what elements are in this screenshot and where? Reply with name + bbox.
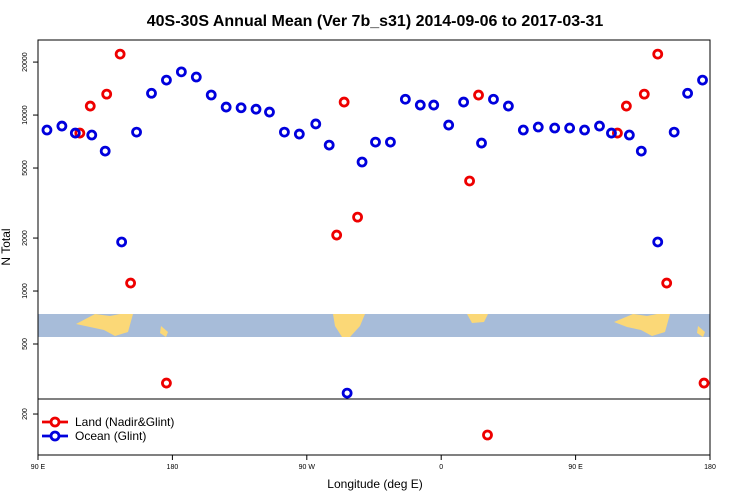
- chart-title: 40S-30S Annual Mean (Ver 7b_s31) 2014-09…: [147, 13, 604, 30]
- point: [698, 377, 710, 389]
- point: [250, 103, 262, 115]
- point: [606, 127, 617, 139]
- point: [473, 89, 484, 101]
- point: [116, 236, 128, 248]
- y-tick-label: 2000: [22, 230, 29, 246]
- point: [175, 66, 187, 78]
- map-strip: [38, 314, 710, 337]
- point: [370, 136, 381, 148]
- point: [428, 99, 440, 111]
- point: [579, 124, 590, 136]
- point: [549, 122, 561, 134]
- point: [638, 88, 650, 100]
- y-tick-label: 200: [22, 408, 29, 420]
- point: [620, 100, 632, 112]
- point: [443, 119, 455, 131]
- point: [125, 277, 136, 289]
- y-tick-label: 5000: [22, 160, 29, 176]
- y-tick-label: 20000: [22, 52, 29, 72]
- point: [101, 88, 113, 100]
- point: [131, 126, 142, 138]
- point: [323, 139, 335, 151]
- point: [682, 87, 693, 99]
- point: [623, 129, 635, 141]
- point: [464, 175, 475, 187]
- point: [310, 118, 322, 130]
- point: [594, 120, 605, 132]
- legend-marker: [49, 430, 61, 442]
- point: [293, 128, 305, 140]
- legend-label: Ocean (Glint): [75, 429, 146, 443]
- point: [652, 236, 664, 248]
- point: [220, 101, 232, 113]
- point: [635, 145, 647, 157]
- point: [661, 277, 673, 289]
- x-tick-label: 180: [167, 464, 179, 471]
- point: [99, 145, 111, 157]
- point: [161, 74, 172, 86]
- point: [668, 126, 680, 138]
- point: [652, 48, 664, 60]
- point: [235, 102, 247, 114]
- point: [74, 127, 86, 139]
- point: [564, 122, 576, 134]
- point: [385, 136, 396, 148]
- legend-box: [37, 398, 711, 456]
- point: [278, 126, 290, 138]
- point: [56, 120, 68, 132]
- point: [697, 74, 708, 86]
- point: [532, 121, 544, 133]
- legend-marker: [49, 416, 61, 428]
- point: [352, 211, 363, 223]
- point: [114, 48, 126, 60]
- point: [331, 229, 343, 241]
- point: [190, 71, 202, 83]
- point: [84, 100, 96, 112]
- x-tick-label: 90 E: [568, 464, 583, 471]
- point: [517, 124, 529, 136]
- x-tick-label: 180: [704, 464, 716, 471]
- point: [476, 137, 487, 149]
- point: [356, 156, 368, 168]
- point: [612, 127, 623, 139]
- legend: Land (Nadir&Glint)Ocean (Glint): [37, 398, 711, 456]
- x-tick-label: 0: [439, 464, 443, 471]
- point: [264, 106, 275, 118]
- legend-label: Land (Nadir&Glint): [75, 415, 174, 429]
- point: [205, 89, 217, 101]
- x-tick-label: 90 E: [31, 464, 46, 471]
- point: [341, 387, 353, 399]
- plot-frame: [37, 39, 711, 456]
- point: [146, 87, 157, 99]
- y-tick-label: 500: [22, 338, 29, 350]
- point: [161, 377, 172, 389]
- point: [338, 96, 350, 108]
- x-tick-label: 90 W: [299, 464, 316, 471]
- point: [488, 93, 499, 105]
- point: [414, 99, 426, 111]
- y-axis-label: N Total: [0, 228, 13, 265]
- y-tick-label: 1000: [22, 283, 29, 299]
- point: [458, 96, 470, 108]
- y-tick-label: 10000: [22, 105, 29, 125]
- point: [86, 129, 98, 141]
- point: [399, 93, 411, 105]
- point: [482, 429, 493, 441]
- x-axis-label: Longitude (deg E): [327, 477, 422, 491]
- point: [502, 100, 514, 112]
- point: [69, 127, 81, 139]
- point: [41, 124, 53, 136]
